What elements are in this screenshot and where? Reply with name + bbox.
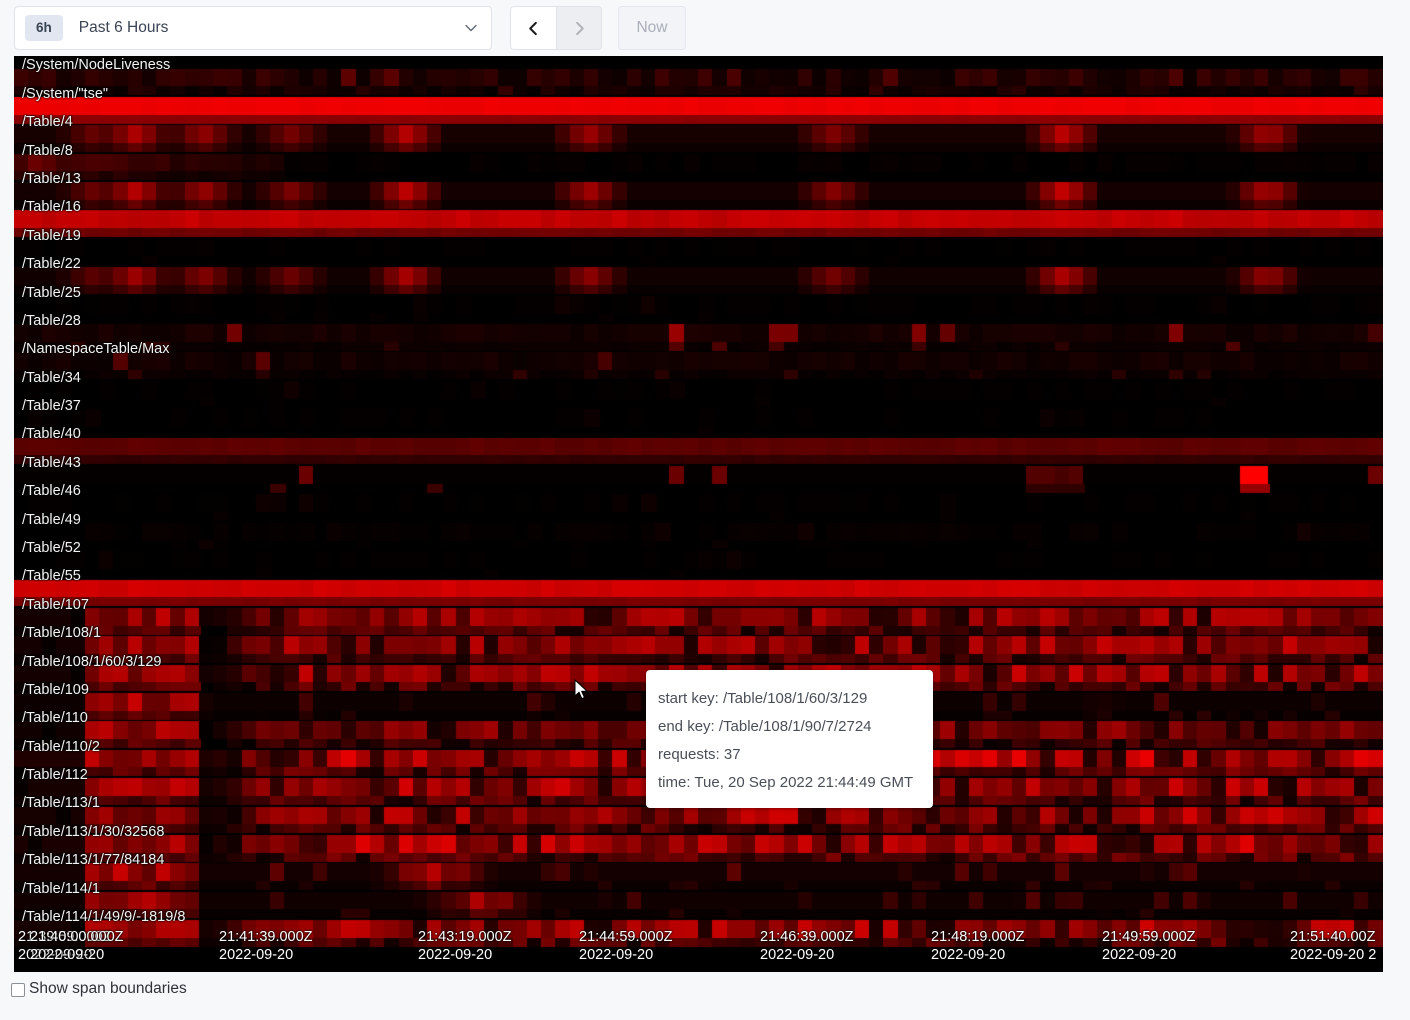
tooltip-start-key: start key: /Table/108/1/60/3/129 (658, 689, 868, 707)
chart-options-footer: Show span boundaries (0, 980, 1410, 1020)
tooltip-end-key: end key: /Table/108/1/90/7/2724 (658, 717, 872, 735)
tooltip-requests: requests: 37 (658, 745, 741, 763)
time-range-select[interactable]: 6h Past 6 Hours (14, 6, 492, 50)
time-nav-group (510, 6, 602, 50)
next-period-button[interactable] (556, 7, 601, 49)
now-button-label: Now (636, 19, 668, 36)
chevron-left-icon (529, 21, 537, 35)
prev-period-button[interactable] (511, 7, 556, 49)
time-range-badge: 6h (25, 15, 63, 41)
tooltip-time: time: Tue, 20 Sep 2022 21:44:49 GMT (658, 773, 914, 791)
heatmap-tooltip: start key: /Table/108/1/60/3/129 end key… (646, 670, 933, 808)
chevron-down-icon (465, 22, 477, 34)
time-range-toolbar: 6h Past 6 Hours Now (0, 0, 1410, 56)
heatmap-canvas[interactable] (14, 56, 1383, 972)
show-span-boundaries-label[interactable]: Show span boundaries (29, 980, 187, 997)
key-visualizer-heatmap[interactable]: /System/NodeLiveness/System/"tse"/Table/… (14, 56, 1383, 972)
show-span-boundaries-checkbox[interactable] (11, 983, 25, 997)
time-range-label: Past 6 Hours (78, 19, 169, 36)
mouse-cursor-icon (574, 678, 590, 701)
chevron-right-icon (575, 21, 584, 35)
now-button[interactable]: Now (618, 6, 686, 50)
